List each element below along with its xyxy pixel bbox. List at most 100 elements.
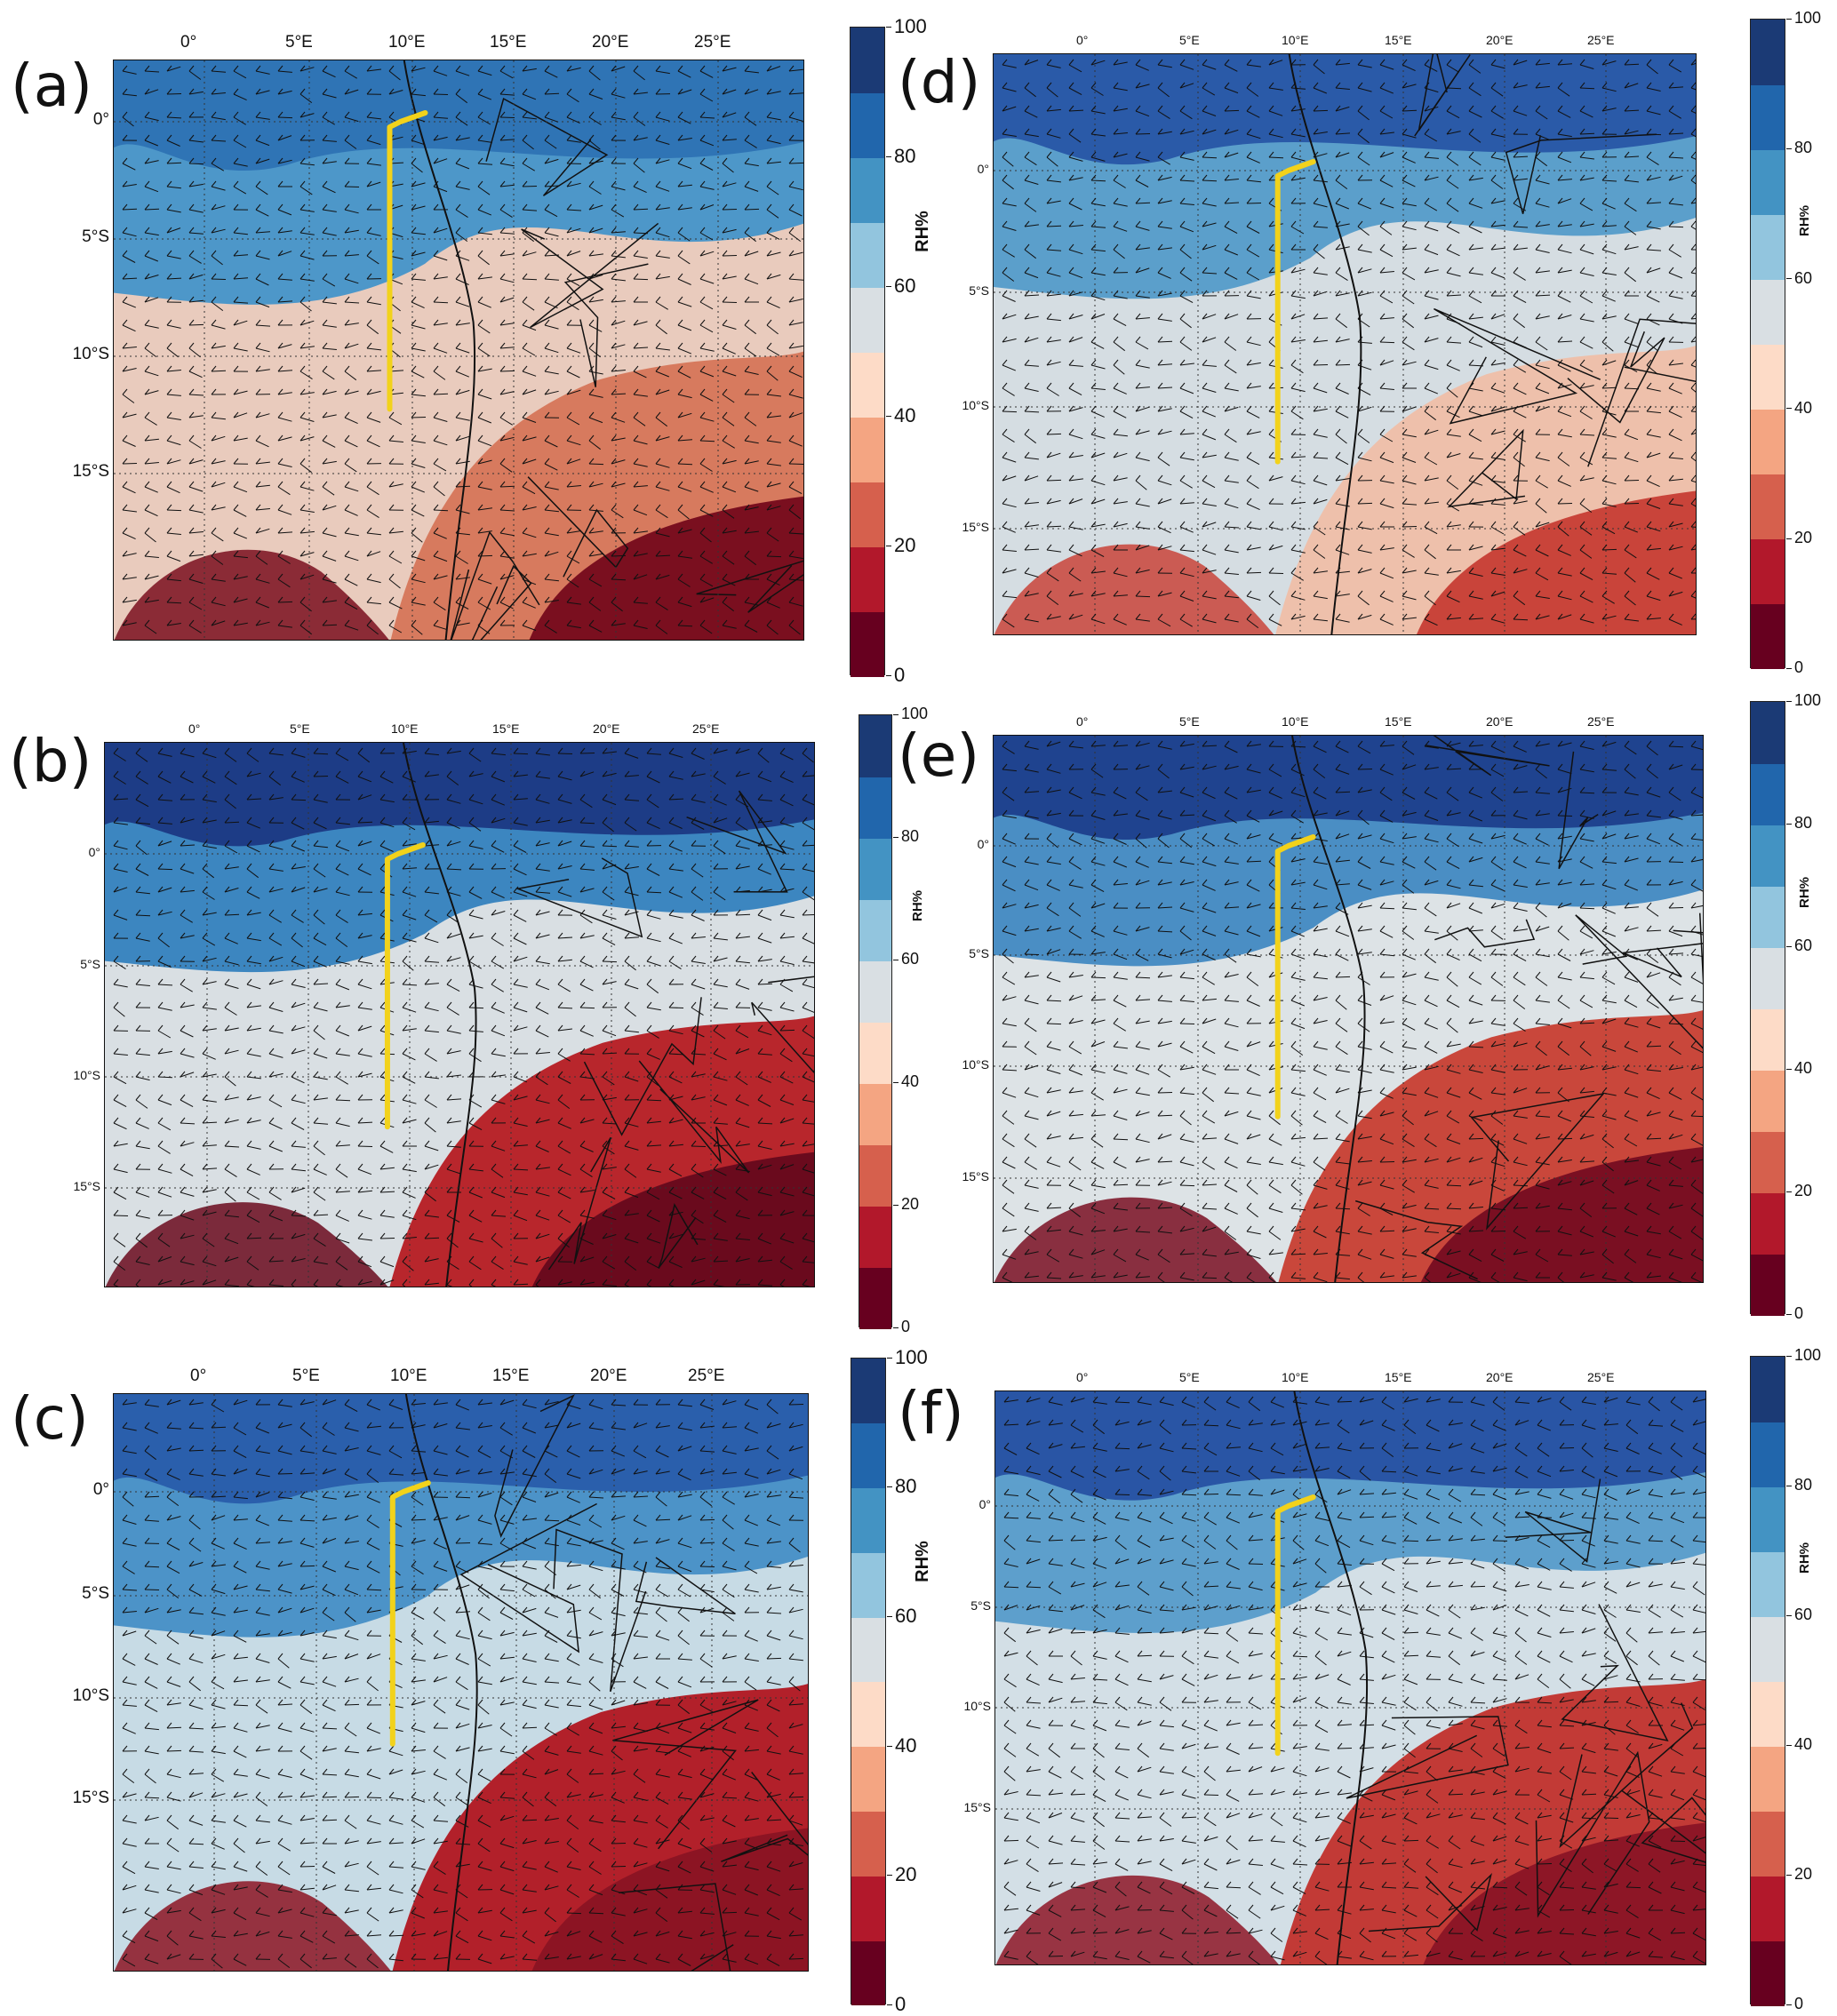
lon-label: 25°E [694,33,731,52]
colorbar-segment [1751,947,1785,1009]
rh-map-b [104,742,815,1287]
colorbar-tick-label: 40 [892,1072,920,1091]
lat-label: 10°S [72,344,109,363]
lon-label: 5°E [292,1367,320,1385]
lon-label: 15°E [1385,714,1412,729]
colorbar-segment [1751,1422,1785,1487]
colorbar-tick-label: 100 [887,1345,928,1368]
colorbar-segment [1751,214,1785,280]
colorbar-title: RH% [910,889,926,922]
lat-label: 0° [92,109,109,129]
rh-map-c [113,1393,809,1972]
colorbar-tick-label: 20 [886,1863,917,1886]
colorbar-segment [1751,1876,1785,1941]
lat-label: 10°S [962,1056,989,1072]
colorbar-tick-label: 60 [1785,936,1813,955]
lon-label: 0° [1076,714,1089,729]
colorbar-tick-label: 100 [1785,9,1822,28]
colorbar-tick-label: 100 [892,705,929,723]
lat-label: 10°S [963,1698,991,1713]
colorbar-segment [851,287,884,353]
lat-label: 10°S [72,1685,109,1705]
colorbar-tick-label: 0 [886,1992,907,2015]
colorbar-tick-label: 80 [1785,814,1813,833]
flight-track-e [1274,834,1316,1120]
colorbar-segment [1751,603,1785,670]
colorbar-tick-label: 100 [1785,1346,1822,1365]
lat-label: 15°S [962,1168,989,1183]
lon-label: 10°E [1282,714,1309,729]
colorbar-tick-label: 80 [1785,1476,1813,1494]
rh-field-d [994,54,1696,634]
colorbar-segment [851,352,884,418]
lon-label: 5°E [290,721,310,736]
lat-label: 5°S [82,227,109,246]
colorbar-segment [859,1206,891,1268]
colorbar-segment [1751,1131,1785,1193]
colorbar-segment [851,1617,885,1683]
rh-field-a [114,60,803,640]
flight-track-d [1274,159,1316,465]
lon-label: 10°E [1282,33,1309,47]
flight-track-a [387,110,428,412]
colorbar-segment [1751,886,1785,948]
lon-label: 5°E [1179,1370,1200,1384]
colorbar-segment [1751,149,1785,215]
lon-label: 0° [1076,33,1089,47]
colorbar-tick-label: 20 [885,533,916,556]
colorbar-tick-label: 100 [1785,691,1822,710]
panel-label-b: (b) [9,727,92,795]
colorbar-title: RH% [1797,205,1813,237]
colorbar-segment [1751,538,1785,605]
colorbar-tick-label: 20 [1785,1865,1813,1884]
lon-label: 10°E [1282,1370,1309,1384]
rh-field-c [114,1394,808,1971]
colorbar-segment [859,899,891,961]
colorbar-segment [851,92,884,158]
colorbar-segment [859,1144,891,1207]
colorbar-segment [851,1682,885,1748]
lat-label: 15°S [73,1178,100,1193]
colorbar-segment [851,222,884,288]
colorbar-title: RH% [1797,876,1813,909]
lon-label: 20°E [593,721,620,736]
colorbar-segment [851,1746,885,1813]
colorbar-segment [859,1022,891,1084]
lat-label: 5°S [82,1583,109,1603]
lon-label: 0° [1076,1370,1089,1384]
colorbar-segment [851,1487,885,1553]
rh-map-e [993,735,1704,1283]
lat-label: 15°S [962,519,989,534]
flight-track-c [389,1480,431,1747]
colorbar-segment [851,28,884,93]
colorbar-tick-label: 80 [886,1475,917,1498]
lat-label: 5°S [969,283,989,298]
lat-label: 10°S [962,397,989,412]
lon-label: 15°E [492,721,520,736]
colorbar-segment [1751,1616,1785,1682]
lon-label: 20°E [1486,1370,1514,1384]
colorbar-segment [851,546,884,612]
colorbar-tick-label: 60 [1785,1606,1813,1624]
lat-label: 0° [92,1479,109,1499]
colorbar-segment [851,1876,885,1941]
colorbar-segment [851,482,884,547]
colorbar-segment [1751,84,1785,150]
colorbar-b [859,714,892,1329]
colorbar-segment [851,157,884,223]
colorbar-segment [1751,763,1785,825]
panel-label-e: (e) [898,721,980,790]
lon-label: 0° [190,1367,207,1385]
lon-label: 5°E [1179,714,1200,729]
colorbar-d [1750,19,1785,670]
wind-barbs-e [1002,740,1703,1282]
lat-label: 5°S [80,956,100,971]
colorbar-segment [1751,1486,1785,1552]
colorbar-tick-label: 60 [1785,268,1813,287]
rh-field-e [994,736,1703,1282]
colorbar-segment [859,777,891,839]
colorbar-segment [859,838,891,900]
lat-label: 0° [88,844,100,859]
wind-barbs-c [122,1398,804,1969]
colorbar-segment [859,1083,891,1145]
